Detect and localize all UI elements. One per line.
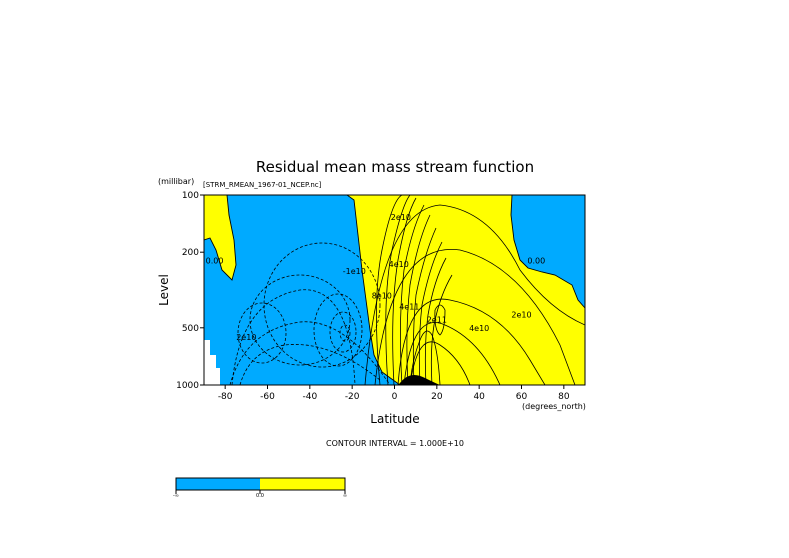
x-tick-label: 80	[558, 392, 570, 402]
contour-label: -1e10	[343, 267, 366, 276]
x-tick-label: 20	[431, 392, 443, 402]
colorbar-label-zero: 0.0	[256, 493, 264, 499]
x-tick-label: -80	[218, 392, 233, 402]
contour-label: 2e10	[511, 310, 531, 319]
zero-contours	[204, 195, 585, 385]
colorbar-negative-segment	[176, 478, 260, 490]
x-tick-label: 40	[473, 392, 485, 402]
contour-label: 4e11	[399, 302, 419, 311]
contour-label: 2e10	[391, 213, 411, 222]
y-tick-label: 500	[182, 324, 199, 334]
contour-label: 4e10	[469, 324, 489, 333]
y-tick-label: 1000	[176, 381, 199, 391]
x-axis-label: Latitude	[370, 412, 419, 426]
negative-region-south	[204, 195, 400, 385]
missing-data-region	[204, 340, 220, 385]
y-tick-label: 100	[182, 191, 199, 201]
surface-contour-cluster	[398, 374, 440, 385]
y-tick-label: 200	[182, 248, 199, 258]
x-tick-label: -60	[260, 392, 275, 402]
colorbar-label-min: -∞	[173, 493, 179, 499]
contour-label: 0.00	[206, 257, 224, 266]
contour-interval-note: CONTOUR INTERVAL = 1.000E+10	[326, 439, 464, 448]
x-unit-label: (degrees_north)	[522, 402, 586, 411]
contour-label: 2e11	[427, 316, 447, 325]
x-tick-label: -40	[302, 392, 317, 402]
contour-label: 2e10	[236, 333, 256, 342]
chart-subtitle: [STRM_RMEAN_1967-01_NCEP.nc]	[203, 181, 322, 189]
y-axis-label: Level	[157, 274, 171, 306]
contour-label-group: 0.00 2e10 -1e10 2e10 4e10 8e10 4e11 2e11 4e10 2e1…	[206, 213, 546, 342]
contour-label: 0.00	[527, 257, 545, 266]
y-unit-label: (millibar)	[158, 177, 194, 186]
x-tick-label: 60	[516, 392, 528, 402]
dashed-contours	[229, 242, 391, 385]
colorbar-label-max: ∞	[343, 493, 347, 499]
colorbar: -∞ 0.0 ∞	[173, 477, 347, 499]
x-tick-label: -20	[345, 392, 360, 402]
contour-label: 8e10	[372, 291, 392, 300]
plot-area	[204, 195, 585, 385]
negative-region-north	[511, 195, 585, 308]
y-axis: 100 200 500 1000	[176, 191, 204, 391]
chart-title: Residual mean mass stream function	[256, 158, 534, 176]
colorbar-positive-segment	[260, 478, 345, 490]
x-tick-label: 0	[392, 392, 398, 402]
solid-contours	[364, 195, 585, 385]
contour-label: 4e10	[389, 260, 409, 269]
x-axis: -80 -60 -40 -20 0 20 40 60 80	[218, 385, 570, 402]
